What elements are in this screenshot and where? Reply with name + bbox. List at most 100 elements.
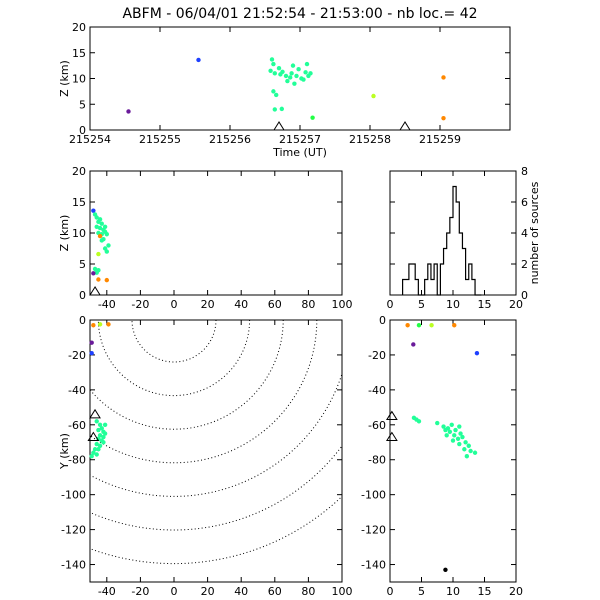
time_z-point — [276, 66, 282, 71]
z_y-points — [405, 323, 480, 572]
time_z-xtick-label: 215259 — [419, 133, 461, 146]
histogram-xtick-label: 20 — [509, 298, 523, 311]
x_y-point — [101, 434, 106, 440]
time_z-xtick-label: 215255 — [139, 133, 181, 146]
z_y-frame — [389, 319, 517, 583]
time_z-panel: 215254 215255 215256 215257 215258 215259 0 5 10… — [58, 21, 511, 159]
z_y-point — [464, 454, 470, 459]
x_z-point — [97, 217, 103, 222]
x_z-point — [91, 208, 96, 213]
histogram-steps — [402, 185, 482, 296]
x_y-ytick-label: -40 — [68, 384, 86, 397]
x_z-xtick-label: 60 — [268, 298, 282, 311]
x_z-station-marker — [89, 286, 101, 296]
z_y-point — [455, 436, 461, 441]
x_z-point — [104, 277, 110, 283]
histogram-xtick-label: 10 — [446, 298, 460, 311]
time_z-point — [272, 71, 277, 76]
x_z-xtick-label: -20 — [131, 298, 149, 311]
time_z-ytick-label: 20 — [72, 21, 86, 34]
z_y-ytick-label: -80 — [368, 454, 386, 467]
time_z-point — [279, 106, 284, 112]
histogram-ytick-label: 4 — [521, 227, 528, 240]
time_z-points — [126, 57, 446, 121]
time_z-point — [271, 61, 276, 67]
x_z-ytick-label: 5 — [79, 258, 86, 271]
x_z-point — [94, 224, 99, 229]
x_z-ylabel: Z (km) — [58, 215, 71, 252]
x_z-panel: -40 -20 0 20 40 60 80 100 0 5 10 15 20 Z (km) — [58, 165, 353, 311]
range-circle — [90, 445, 342, 531]
x_y-point — [91, 450, 96, 455]
time_z-point — [296, 67, 301, 72]
x_y-point — [94, 419, 99, 424]
time_z-xtick-label: 215254 — [69, 133, 111, 146]
z_y-point — [458, 431, 463, 436]
z_y-panel: 0 5 10 15 20 0 -20 -40 -60 -80 -100 -120 -140 Z (km) — [361, 314, 523, 600]
time_z-point — [289, 71, 294, 76]
time_z-point — [292, 81, 297, 86]
x_y-point — [91, 323, 96, 328]
z_y-station-marker — [385, 410, 398, 421]
x_z-point — [94, 270, 99, 275]
z_y-ytick-label: -120 — [361, 524, 386, 537]
x_z-xtick-label: -40 — [98, 298, 116, 311]
x_y-frame — [89, 319, 343, 583]
z_y-point — [441, 424, 446, 429]
x_y-xtick-label: -20 — [131, 585, 149, 598]
z_y-ytick-label: -60 — [368, 419, 386, 432]
time_z-point — [304, 61, 310, 67]
x_y-xtick-label: 20 — [201, 585, 215, 598]
x_y-xtick-label: 40 — [234, 585, 248, 598]
z_y-point — [416, 323, 422, 328]
x_y-ytick-label: -120 — [61, 524, 86, 537]
x_y-xlabel: X (km) — [198, 598, 235, 600]
x_y-point — [97, 433, 103, 438]
time_z-point — [288, 75, 293, 80]
x_y-xtick-label: 0 — [171, 585, 178, 598]
time_z-ytick-label: 10 — [72, 73, 86, 86]
x_y-point — [96, 447, 101, 452]
x_y-point — [96, 436, 101, 441]
z_y-point — [435, 420, 440, 426]
x_z-point — [99, 238, 104, 243]
x_y-panel: -40 -20 0 20 40 60 80 100 0 -20 -40 -60 -80 -100 -120 -… — [58, 314, 353, 600]
x_y-point — [96, 427, 101, 433]
histogram-ytick-label: 2 — [521, 258, 528, 271]
figure-title: ABFM - 06/04/01 21:52:54 - 21:53:00 - nb… — [122, 6, 477, 22]
z_y-ytick-label: 0 — [379, 314, 386, 327]
x_y-point — [106, 322, 111, 327]
time_z-point — [301, 77, 306, 82]
x_y-point — [94, 441, 99, 447]
time_z-xtick-label: 215258 — [349, 133, 391, 146]
z_y-point — [453, 427, 458, 433]
x_y-point — [102, 431, 108, 436]
x_y-ytick-label: -100 — [61, 489, 86, 502]
time_z-point — [283, 73, 289, 79]
z_y-point — [452, 433, 457, 438]
x_z-point — [91, 271, 96, 276]
z_y-xtick-label: 5 — [418, 585, 425, 598]
z_y-station-marker — [385, 431, 398, 442]
z_y-point — [429, 323, 434, 328]
x_z-point — [106, 243, 111, 248]
x_z-point — [92, 266, 98, 272]
time_z-xlabel: Time (UT) — [272, 146, 327, 159]
x_y-ylabel: Y (km) — [58, 433, 71, 470]
x_y-station-marker — [87, 431, 100, 442]
time_z-point — [268, 68, 273, 73]
x_y-xtick-label: -40 — [98, 585, 116, 598]
z_y-point — [405, 323, 410, 328]
time_z-point — [294, 73, 299, 79]
x_z-point — [104, 232, 110, 237]
x_y-ytick-label: -60 — [68, 419, 86, 432]
x_z-xtick-label: 100 — [332, 298, 353, 311]
x_z-xtick-label: 20 — [201, 298, 215, 311]
z_y-point — [466, 443, 471, 448]
time_z-ylabel: Z (km) — [58, 60, 71, 97]
z_y-ytick-label: -40 — [368, 384, 386, 397]
time_z-point — [280, 69, 285, 75]
x_y-point — [101, 440, 106, 445]
x_y-point — [89, 340, 94, 345]
